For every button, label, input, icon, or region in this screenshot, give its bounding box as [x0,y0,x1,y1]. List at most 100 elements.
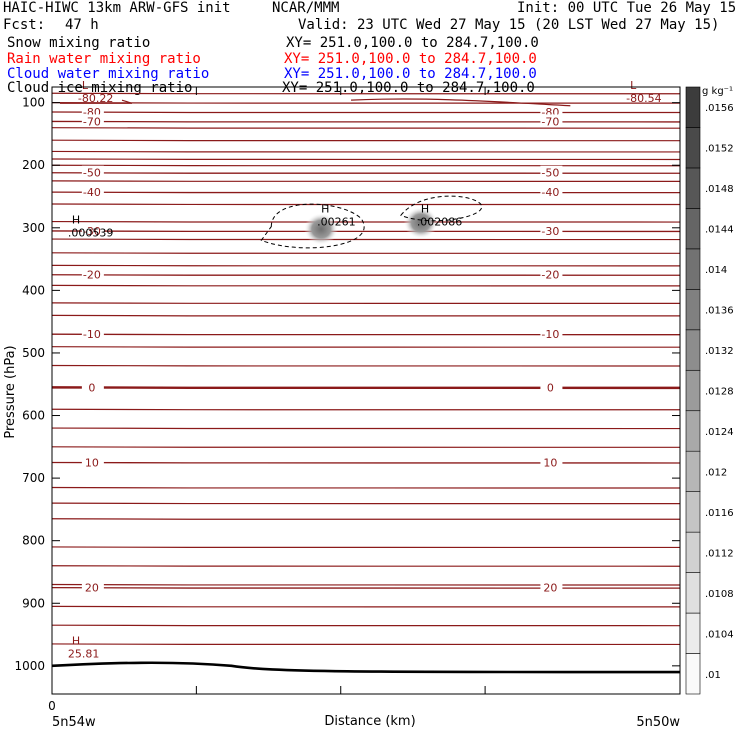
plot-frame [51,86,681,695]
org-label: NCAR/MMM [272,0,340,16]
isotherm-line [51,564,681,567]
isotherm-label-bg [540,327,563,340]
isotherm-line [51,333,681,336]
isotherm-line [51,111,681,114]
y-tick-label: 200 [22,158,45,172]
extremum-value-label: .000539 [68,226,114,239]
colorbar-tick-label: .0136 [705,306,734,317]
isotherm-label-bg [81,105,104,118]
colorbar-tick-label: .0144 [705,225,734,236]
colorbar-tick-label: .0108 [705,589,734,600]
colorbar-tick-label: .0124 [705,427,734,438]
y-tick-label: 700 [22,471,45,485]
y-tick-label: 300 [22,221,45,235]
isotherm-label-bg [540,105,563,118]
isotherm-label-bg [540,380,563,393]
isotherm-label-bg [81,327,104,340]
x-right-label: 5n50w [636,715,680,730]
isotherm-label-bg [540,114,563,127]
isotherm-line [51,502,681,505]
isotherm-label: -30 [541,225,559,238]
colorbar-swatch [685,491,701,533]
isotherm-line [51,364,681,367]
isotherm-label: -30 [83,225,101,238]
isotherm-line [51,238,681,241]
extremum-kind-label: L [82,79,89,92]
x-axis-label: Distance (km) [324,714,415,729]
colorbar-unit: g kg⁻¹ [702,86,733,97]
isotherm-line [51,180,681,182]
isotherm-label-bg [540,165,563,178]
x-zero-label: 0 [48,699,56,713]
y-tick-label: 100 [22,96,45,110]
isotherm-line [51,203,681,206]
colorbar-swatch [685,653,701,695]
isotherm-label: -40 [83,186,101,199]
isotherm-line [51,446,681,448]
isotherm-line [51,284,681,287]
extremum-value-label: -80.22 [78,92,113,105]
field-name-rain: Rain water mixing ratio [7,51,201,67]
field-xy-snow: XY= 251.0,100.0 to 284.7,100.0 [286,35,539,51]
colorbar-tick-label: .014 [705,265,727,276]
isotherm-label-bg [540,580,563,593]
isotherm-line [51,252,681,254]
isotherm-line [51,164,681,167]
forecast-label: Fcst: [3,17,46,33]
isotherm-label: -70 [541,115,559,128]
colorbar-swatch [685,329,701,371]
y-tick-label: 800 [22,534,45,548]
isotherm-label-bg [540,455,563,468]
colorbar-swatch [685,531,701,573]
extremum-value-label: .002086 [417,216,463,229]
mixing-ratio-max-shade [403,206,438,239]
isotherm-label-bg [81,580,104,593]
isotherm-label: -50 [83,167,101,180]
colorbar-swatch [685,289,701,331]
isotherm-line [51,461,681,464]
x-left-label: 5n54w [52,715,96,730]
isotherm-line [51,586,681,589]
field-xy-cloud-water: XY= 251.0,100.0 to 284.7,100.0 [284,66,537,82]
valid-time: Valid: 23 UTC Wed 27 May 15 (20 LST Wed … [298,17,720,33]
colorbar-swatch [685,612,701,654]
isotherm-line [51,517,681,520]
isotherm-line [51,264,681,267]
colorbar-swatch [685,450,701,492]
field-name-cloud-ice: Cloud ice mixing ratio [7,80,193,96]
extremum-kind-label: H [421,203,429,216]
isotherm-line [51,220,681,223]
colorbar-tick-label: .0128 [705,387,734,398]
isotherm-line [51,408,681,411]
isotherm-label: 0 [547,381,554,394]
isotherm-line [351,98,571,107]
field-name-snow: Snow mixing ratio [7,35,151,51]
extremum-value-label: .00261 [317,216,356,229]
colorbar-swatch [685,167,701,209]
colorbar-swatch [685,127,701,169]
isotherm-line [51,171,681,174]
isotherm-label-bg [81,185,104,198]
field-xy-rain: XY= 251.0,100.0 to 284.7,100.0 [284,51,537,67]
y-tick-label: 600 [22,409,45,423]
isotherm-line [51,643,681,646]
isotherm-line [51,605,681,608]
isotherm-label-bg [81,267,104,280]
isotherm-label: -10 [541,328,559,341]
isotherm-label-bg [81,380,104,393]
isotherm-label: -40 [541,186,559,199]
field-name-cloud-water: Cloud water mixing ratio [7,66,210,82]
isotherm-label-bg [540,185,563,198]
colorbar-swatch [685,369,701,412]
colorbar-tick-label: .0104 [705,629,734,640]
colorbar-tick-label: .0112 [705,548,734,559]
isotherm-line [51,273,681,276]
isotherm-label: 0 [88,381,95,394]
isotherm-label: -10 [83,328,101,341]
isotherm-label: -70 [83,115,101,128]
isotherm-label-bg [81,114,104,127]
colorbar-swatch [685,86,701,128]
isotherm-line [51,150,681,153]
colorbar-swatch [685,248,701,290]
isotherm-line [51,101,681,104]
